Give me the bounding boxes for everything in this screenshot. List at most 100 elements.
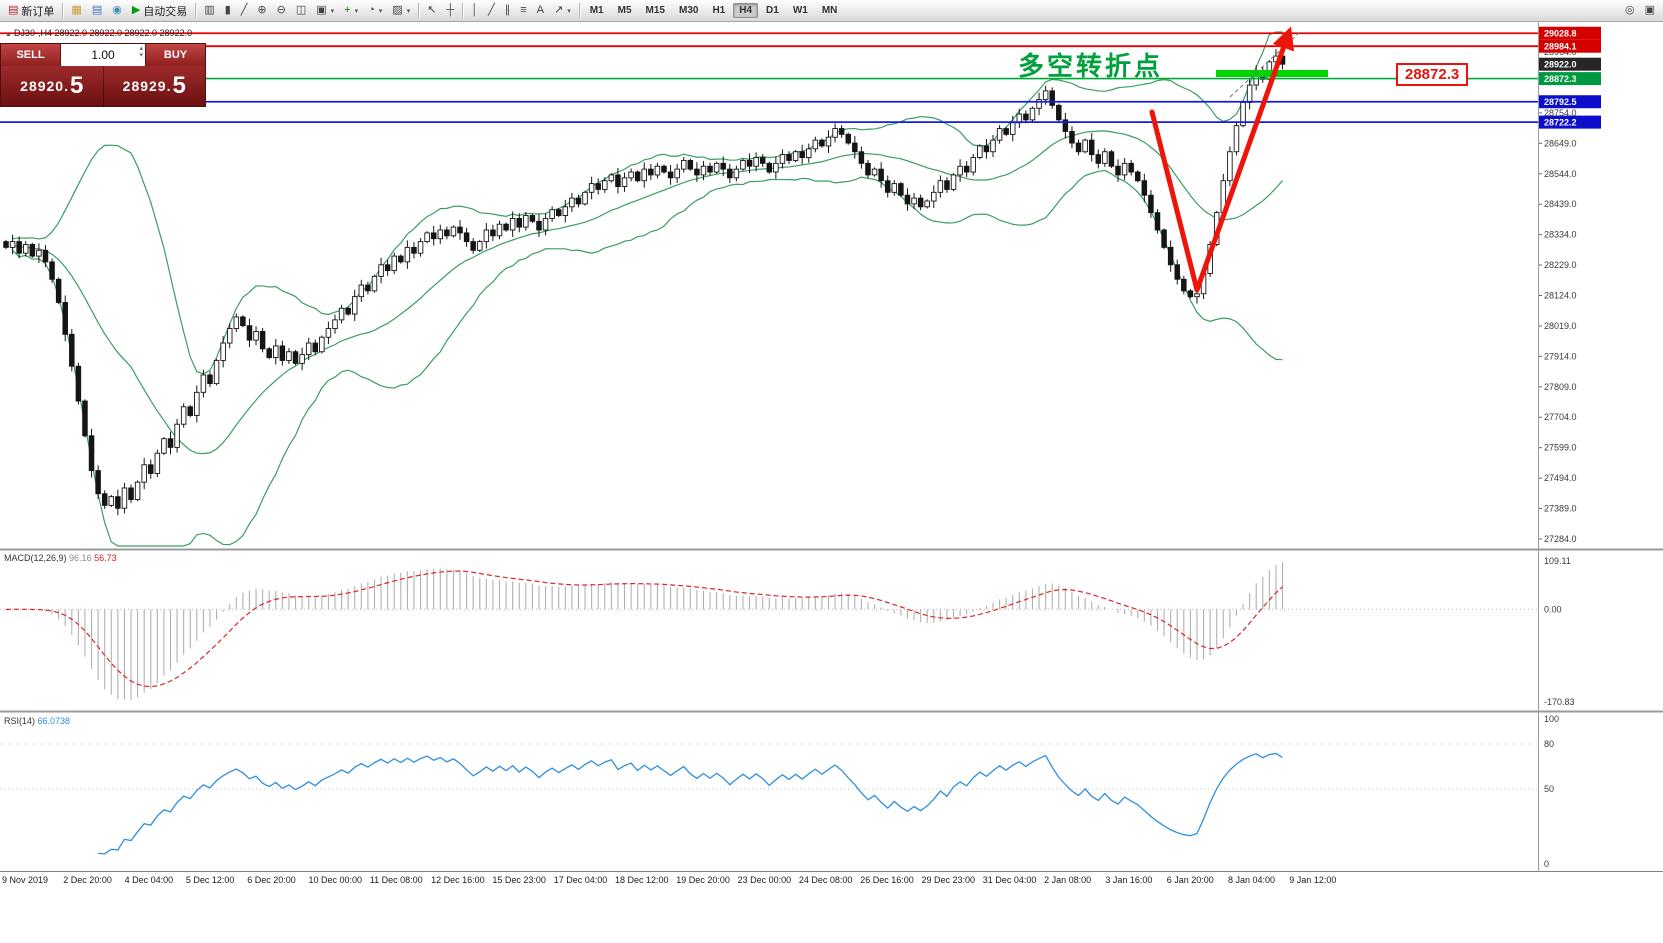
macd-axis-max: 109.11 [1544,556,1571,566]
vertical-line-button[interactable]: │ [466,0,483,21]
chart-search-button[interactable]: ◎ [1620,0,1640,21]
monitor-button[interactable]: ▣ [1640,0,1660,21]
templates-button[interactable]: ▨ ▾ [387,0,415,21]
price-tick-label: 28649.0 [1544,138,1577,148]
price-badge [1539,57,1601,71]
profiles-icon: ▤ [91,4,103,16]
price-badge-label: 28792.5 [1544,97,1577,107]
time-label: 18 Dec 12:00 [615,875,669,885]
time-label: 31 Dec 04:00 [983,875,1037,885]
timeframe-mn-button[interactable]: MN [821,5,838,16]
autotrading-button[interactable]: ▶ 自动交易 [127,0,192,21]
templates-icon: ▨ [392,4,403,16]
timeframe-m1-button[interactable]: M1 [589,5,604,16]
text-label-button[interactable]: A [532,0,549,21]
trendline-icon: ╱ [488,4,495,16]
macd-panel: 109.11 0.00 -170.83 [0,556,1575,707]
sell-price: 28920. 5 [1,66,104,106]
price-badge [1539,39,1601,53]
time-axis[interactable]: 9 Nov 2019 2 Dec 20:00 4 Dec 04:00 5 Dec 12… [2,875,1336,885]
timeframe-m15-button[interactable]: M15 [645,5,665,16]
turning-point-annotation: 多空转折点 [1018,51,1164,81]
caret-down-icon: ▾ [378,7,383,15]
candlestick-chart-button[interactable]: ▮ [220,0,236,21]
price-tick-label: 27599.0 [1544,443,1577,453]
one-click-trading-panel: SELL 1.00 ▴ ▾ BUY 28920. 5 28929. 5 [0,43,206,107]
zoom-out-button[interactable]: ⊖ [272,0,291,21]
time-label: 24 Dec 08:00 [799,875,853,885]
macd-value-2: 56.73 [94,553,117,563]
buy-price-big: 5 [172,72,186,99]
fibonacci-button[interactable]: ≡ [515,0,531,21]
panel-separators[interactable] [0,22,1663,872]
time-label: 12 Dec 16:00 [431,875,485,885]
price-tick-label: 27494.0 [1544,473,1577,483]
profiles-button[interactable]: ▤ [87,0,107,21]
trendline-button[interactable]: ╱ [483,0,500,21]
zoom-in-button[interactable]: ⊕ [252,0,271,21]
buy-button[interactable]: BUY [145,44,205,66]
text-label-icon: A [536,4,544,16]
periods-icon: ◔ [368,4,375,16]
bar-chart-icon: ▥ [204,4,215,16]
chart-search-icon: ◎ [1624,4,1635,16]
market-watch-button[interactable]: ◉ [107,0,127,21]
toolbar-separator [195,3,197,18]
price-tick-label: 28124.0 [1544,291,1577,301]
arrange-charts-icon: ▣ [316,4,327,16]
channel-button[interactable]: ∥ [500,0,516,21]
time-label: 15 Dec 23:00 [492,875,546,885]
volume-down-button[interactable]: ▾ [139,52,143,59]
toolbar-separator [578,3,580,18]
new-order-button[interactable]: ▤ 新订单 [3,0,59,21]
price-badge-label: 28722.2 [1544,118,1577,128]
price-tick-label: 28754.0 [1544,108,1577,118]
tile-windows-button[interactable]: ◫ [291,0,311,21]
arrow-object-button[interactable]: ↗ ▾ [549,0,576,21]
channel-icon: ∥ [504,4,511,16]
arrange-charts-button[interactable]: ▣ ▾ [311,0,339,21]
caret-down-icon: ▾ [567,7,571,15]
collapse-panel-icon[interactable]: ▲ [5,31,12,38]
timeframe-m5-button[interactable]: M5 [617,5,632,16]
line-chart-button[interactable]: ╱ [236,0,253,21]
time-label: 6 Dec 20:00 [247,875,296,885]
toolbar-separator [418,3,420,18]
volume-input[interactable]: 1.00 ▴ ▾ [61,44,145,66]
price-tick-label: 28229.0 [1544,260,1577,270]
timeframe-w1-button[interactable]: W1 [792,5,808,16]
cursor-button[interactable]: ↖ [422,0,441,21]
zoom-out-icon: ⊖ [276,4,286,16]
timeframe-h4-button[interactable]: H4 [733,3,759,18]
charts-button[interactable]: ▦ [66,0,86,21]
caret-down-icon: ▾ [354,7,359,15]
macd-label: MACD(12,26,9) 96.16 56.73 [4,553,117,563]
rsi-axis-label: 80 [1544,739,1554,749]
price-badge [1539,95,1601,109]
timeframe-h1-button[interactable]: H1 [712,5,726,16]
dashed-trendline [1229,31,1301,98]
bar-chart-button[interactable]: ▥ [199,0,219,21]
price-badge [1539,115,1601,129]
time-label: 19 Dec 20:00 [676,875,730,885]
timeframe-m30-button[interactable]: M30 [678,5,699,16]
volume-up-button[interactable]: ▴ [139,45,143,52]
periods-button[interactable]: ◔ ▾ [363,0,387,21]
zoom-in-icon: ⊕ [257,4,267,16]
monitor-icon: ▣ [1644,4,1655,16]
tile-windows-icon: ◫ [295,4,307,16]
new-order-icon: ▤ [8,4,19,16]
price-tick-label: 27914.0 [1544,351,1577,361]
price-badge-label: 29028.8 [1544,29,1577,39]
indicators-button[interactable]: + ▾ [339,0,363,21]
time-label: 10 Dec 00:00 [309,875,363,885]
price-tick-label: 27704.0 [1544,412,1577,422]
timeframe-d1-button[interactable]: D1 [766,5,779,16]
price-tick-label: 28544.0 [1544,169,1577,179]
sell-button[interactable]: SELL [1,44,61,66]
chart-canvas[interactable]: 109.110.00-170.831008050028964.028754.02… [0,22,1663,943]
arrow-object-icon: ↗ [553,4,564,16]
price-axis[interactable]: 28964.028754.028649.028544.028439.028334… [1538,26,1601,544]
rsi-value: 66.0738 [37,716,71,726]
crosshair-button[interactable]: ┼ [441,0,459,21]
